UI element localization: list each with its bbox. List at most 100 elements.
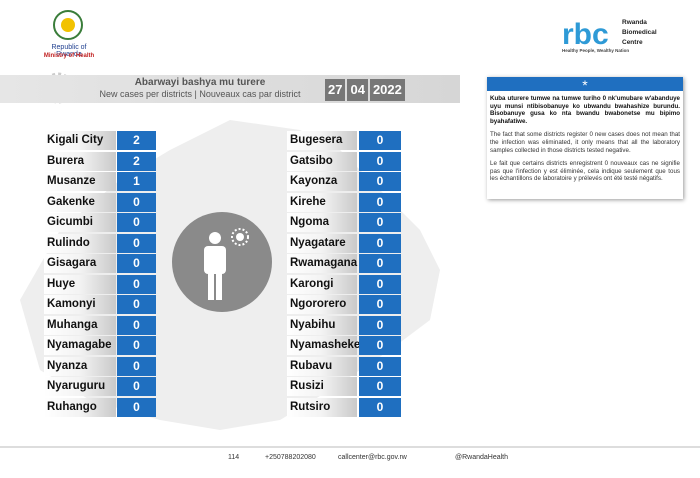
case-count: 0 <box>117 213 156 232</box>
district-name: Ruhango <box>44 397 116 417</box>
district-name: Muhanga <box>44 315 116 335</box>
district-row: Nyanza 0 <box>44 356 156 376</box>
district-name: Rulindo <box>44 233 116 253</box>
district-row: Nyaruguru 0 <box>44 377 156 396</box>
banner-title: Abarwayi bashya mu turere <box>134 77 266 88</box>
district-name: Huye <box>44 274 116 294</box>
district-row: Gisagara 0 <box>44 254 156 273</box>
district-name: Gatsibo <box>287 151 357 171</box>
district-row: Nyagatare 0 <box>287 233 401 253</box>
case-count: 0 <box>359 213 401 232</box>
case-count: 0 <box>359 295 401 314</box>
virus <box>236 233 244 241</box>
case-count: 0 <box>359 254 401 273</box>
district-row: Nyamagabe 0 <box>44 336 156 355</box>
case-count: 0 <box>117 233 156 253</box>
case-count: 0 <box>359 192 401 212</box>
district-row: Nyamasheke 0 <box>287 336 401 355</box>
note-paragraph: The fact that some districts register 0 … <box>490 131 680 154</box>
district-row: Muhanga 0 <box>44 315 156 335</box>
district-row: Rutsiro 0 <box>287 397 401 417</box>
case-count: 0 <box>359 336 401 355</box>
district-name: Karongi <box>287 274 357 294</box>
district-name: Kayonza <box>287 172 357 191</box>
head <box>209 232 221 244</box>
district-name: Nyaruguru <box>44 377 116 396</box>
district-row: Kayonza 0 <box>287 172 401 191</box>
case-count: 0 <box>117 377 156 396</box>
note-box: * Kuba uturere tumwe na tumwe turiho 0 n… <box>487 77 683 199</box>
body <box>204 246 226 274</box>
ministry: Ministry of Health <box>43 53 95 59</box>
district-name: Kamonyi <box>44 295 116 314</box>
rbc-name: Rwanda Biomedical Centre <box>622 19 657 46</box>
case-count: 0 <box>117 356 156 376</box>
district-name: Rusizi <box>287 377 357 396</box>
district-row: Kirehe 0 <box>287 192 401 212</box>
virus <box>231 228 249 246</box>
district-row: Bugesera 0 <box>287 131 401 150</box>
case-count: 0 <box>359 151 401 171</box>
district-name: Rwamagana <box>287 254 357 273</box>
district-name: Gicumbi <box>44 213 116 232</box>
district-row: Rusizi 0 <box>287 377 401 396</box>
case-count: 0 <box>359 397 401 417</box>
district-row: Gatsibo 0 <box>287 151 401 171</box>
district-name: Nyabihu <box>287 315 357 335</box>
district-name: Kirehe <box>287 192 357 212</box>
district-row: Karongi 0 <box>287 274 401 294</box>
case-count: 0 <box>117 274 156 294</box>
leg <box>216 272 222 300</box>
note-star: * <box>487 77 683 93</box>
case-count: 2 <box>117 151 156 171</box>
case-count: 0 <box>359 315 401 335</box>
person-icon <box>172 212 272 312</box>
date-part: 27 <box>325 79 346 101</box>
district-row: Huye 0 <box>44 274 156 294</box>
case-count: 0 <box>359 356 401 376</box>
district-row: Ruhango 0 <box>44 397 156 417</box>
case-count: 0 <box>117 254 156 273</box>
case-count: 1 <box>117 172 156 191</box>
case-count: 2 <box>117 131 156 150</box>
case-count: 0 <box>359 274 401 294</box>
district-row: Burera 2 <box>44 151 156 171</box>
district-name: Ngororero <box>287 295 357 314</box>
district-row: Rulindo 0 <box>44 233 156 253</box>
case-count: 0 <box>359 377 401 396</box>
footer-email: callcenter@rbc.gov.rw <box>338 454 407 461</box>
district-row: Ngororero 0 <box>287 295 401 314</box>
district-name: Kigali City <box>44 131 116 150</box>
case-count: 0 <box>359 131 401 150</box>
case-count: 0 <box>117 336 156 355</box>
district-name: Rubavu <box>287 356 357 376</box>
note-paragraph: Le fait que certains districts enregistr… <box>490 160 680 183</box>
rbc-logo: rbc <box>562 18 609 51</box>
district-name: Burera <box>44 151 116 171</box>
date-part: 2022 <box>369 79 405 101</box>
district-name: Nyamasheke <box>287 336 360 355</box>
district-row: Gicumbi 0 <box>44 213 156 232</box>
district-row: Rwamagana 0 <box>287 254 401 273</box>
district-row: Ngoma 0 <box>287 213 401 232</box>
note-paragraph: Kuba uturere tumwe na tumwe turiho 0 nk'… <box>490 95 680 125</box>
case-count: 0 <box>359 172 401 191</box>
district-name: Musanze <box>44 172 116 191</box>
date: 27 04 2022 <box>325 79 405 101</box>
district-row: Rubavu 0 <box>287 356 401 376</box>
district-row: Kigali City 2 <box>44 131 156 150</box>
district-name: Nyanza <box>44 356 116 376</box>
district-row: Musanze 1 <box>44 172 156 191</box>
case-count: 0 <box>117 397 156 417</box>
emblem <box>61 18 75 32</box>
district-name: Bugesera <box>287 131 357 150</box>
district-name: Nyagatare <box>287 233 357 253</box>
footer-phone: +250788202080 <box>265 454 316 461</box>
case-count: 0 <box>117 295 156 314</box>
district-name: Gisagara <box>44 254 116 273</box>
banner-subtitle: New cases per districts | Nouveaux cas p… <box>99 89 301 99</box>
leg <box>208 272 214 300</box>
case-count: 0 <box>117 192 156 212</box>
org-name: Republic of Rwanda <box>51 44 87 58</box>
